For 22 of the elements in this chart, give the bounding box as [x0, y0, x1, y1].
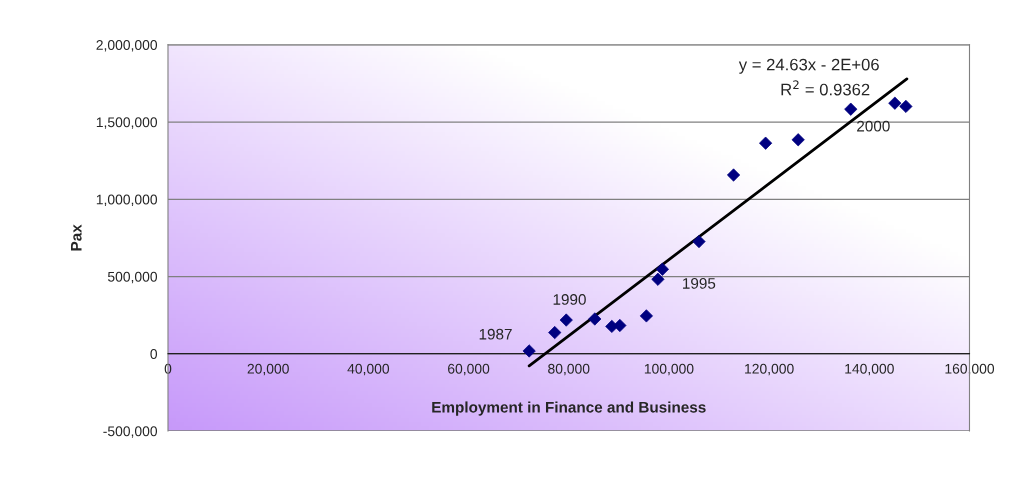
x-tick-label: 120,000 — [745, 363, 794, 376]
annotation: 1990 — [553, 294, 586, 305]
annotation: y = 24.63x - 2E+06 — [738, 58, 879, 74]
y-tick-label: 0 — [150, 349, 158, 359]
x-tick-label: 60,000 — [448, 363, 490, 376]
y-tick-label: 500,000 — [107, 271, 158, 284]
x-tick-label: 20,000 — [247, 363, 289, 376]
x-tick-label: 80,000 — [548, 363, 590, 376]
y-axis-title: Pax — [71, 224, 82, 251]
annotation: R$^{2}$ = 0.9362 — [781, 80, 870, 96]
y-tick-label: -500,000 — [103, 426, 158, 438]
y-tick-label: 1,000,000 — [96, 194, 158, 207]
annotation: 1987 — [479, 328, 512, 340]
y-tick-label: 1,500,000 — [96, 117, 158, 129]
y-tick-label: 2,000,000 — [96, 40, 158, 52]
x-tick-label: 0 — [164, 363, 172, 374]
x-tick-label: 100,000 — [644, 363, 694, 376]
x-tick-label: 140,000 — [845, 363, 894, 376]
x-tick-label: 40,000 — [347, 363, 390, 376]
x-axis-title: Employment in Finance and Business — [432, 401, 706, 416]
annotation: 1995 — [683, 277, 716, 289]
annotation: 2000 — [857, 120, 890, 132]
